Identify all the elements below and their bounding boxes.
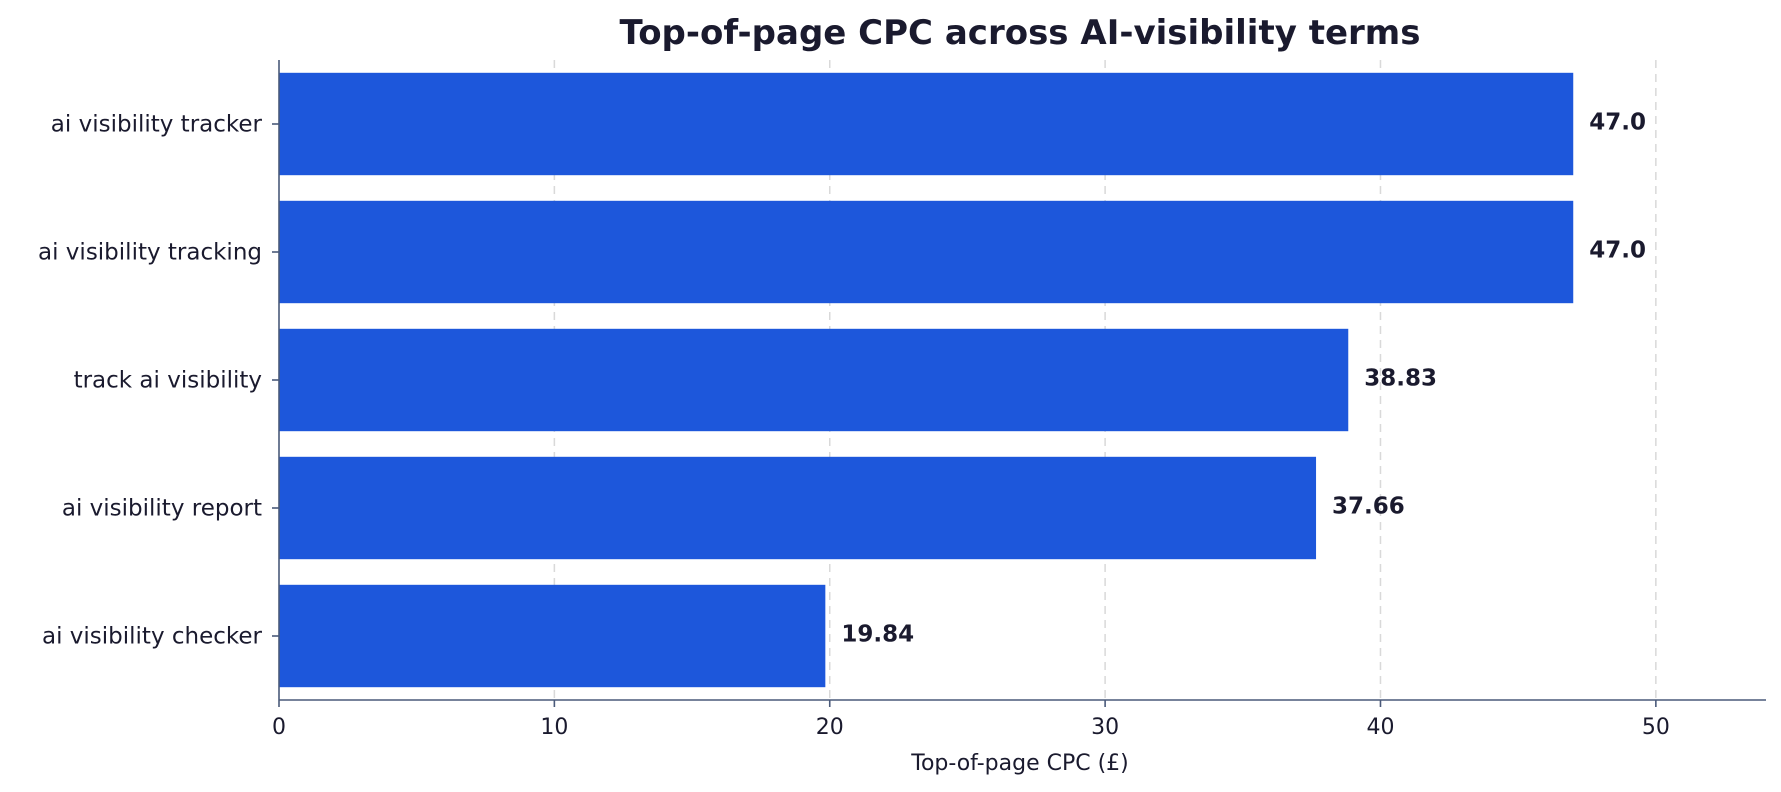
bar [279, 72, 1574, 176]
chart-title: Top-of-page CPC across AI-visibility ter… [620, 13, 1421, 53]
axes [272, 60, 1766, 707]
category-label: ai visibility tracker [51, 112, 263, 138]
x-tick-label: 0 [272, 715, 286, 740]
bar-value-label: 19.84 [841, 622, 914, 648]
bar [279, 584, 826, 688]
category-label: ai visibility report [62, 496, 262, 522]
x-axis-title: Top-of-page CPC (£) [910, 751, 1129, 776]
bar [279, 200, 1574, 304]
labels: 47.0 ai visibility tracker 47.0 ai visibili… [38, 110, 1670, 741]
bar [279, 456, 1317, 560]
x-tick-label: 20 [816, 715, 844, 740]
bar-value-label: 47.0 [1589, 238, 1646, 264]
bar-value-label: 37.66 [1332, 494, 1405, 520]
bar [279, 328, 1349, 432]
category-label: track ai visibility [74, 368, 262, 394]
x-tick-label: 30 [1091, 715, 1119, 740]
bar-value-label: 47.0 [1589, 110, 1646, 136]
x-tick-label: 50 [1642, 715, 1670, 740]
bar-value-label: 38.83 [1364, 366, 1437, 392]
x-tick-label: 40 [1366, 715, 1394, 740]
category-label: ai visibility tracking [38, 240, 262, 266]
category-label: ai visibility checker [42, 624, 263, 650]
bars [279, 72, 1574, 688]
x-tick-label: 10 [540, 715, 568, 740]
